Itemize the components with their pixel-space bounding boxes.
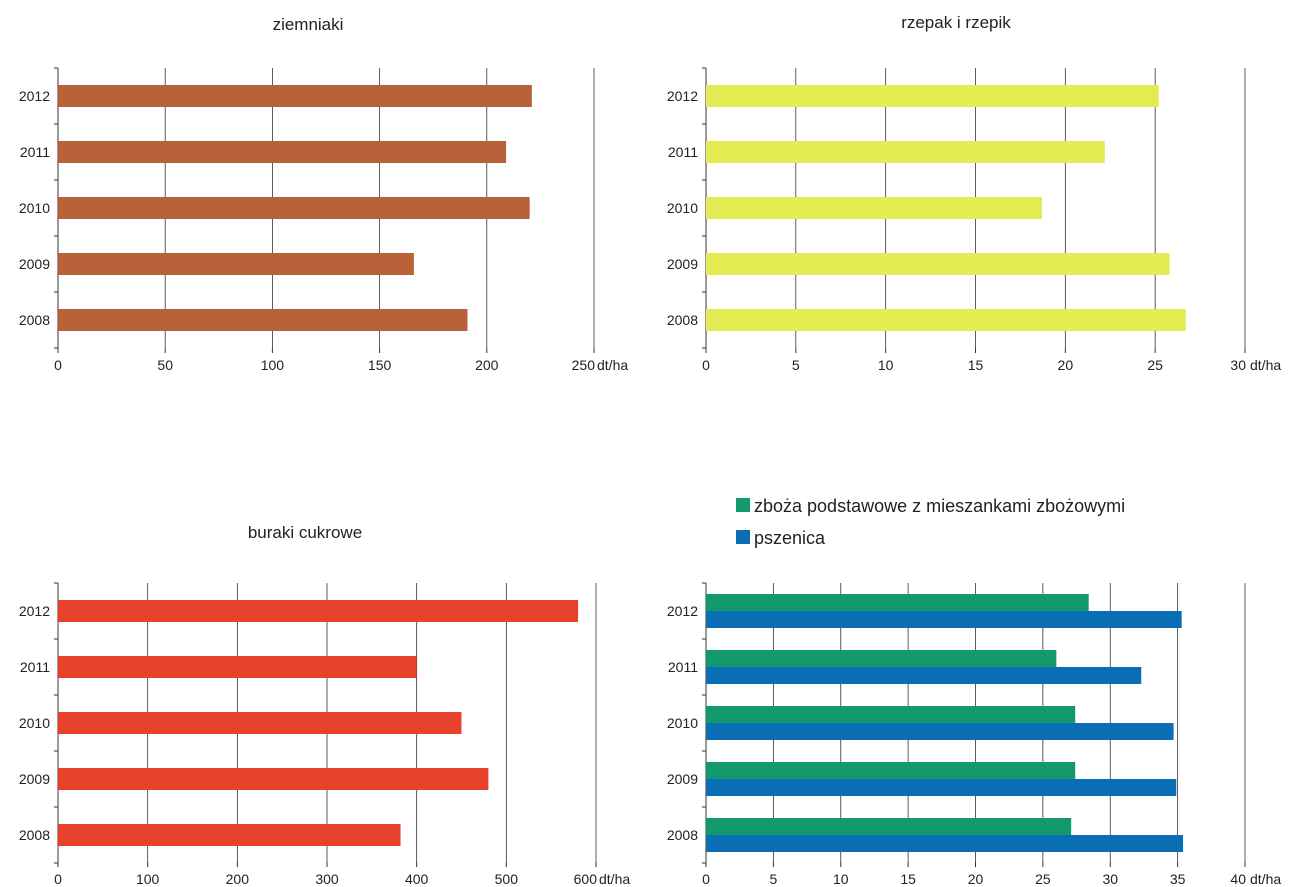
bar-2012-value: [58, 600, 579, 622]
x-tick-label: 400: [405, 871, 429, 887]
bar-2008-value: [706, 309, 1186, 331]
bar-2012-zboża: [706, 594, 1089, 611]
x-tick-label: 5: [792, 357, 800, 373]
x-unit-label: dt/ha: [1250, 357, 1281, 373]
x-tick-label: 150: [368, 357, 392, 373]
bar-2009-zboża: [706, 762, 1076, 779]
chart-title: rzepak i rzepik: [901, 13, 1011, 32]
x-tick-label: 10: [833, 871, 849, 887]
bar-2010-value: [58, 197, 530, 219]
y-tick-label: 2008: [19, 312, 50, 328]
x-tick-label: 20: [1058, 357, 1074, 373]
x-tick-label: 250: [572, 357, 596, 373]
x-tick-label: 10: [878, 357, 894, 373]
bar-2010-value: [58, 712, 462, 734]
x-tick-label: 0: [702, 871, 710, 887]
x-tick-label: 0: [54, 357, 62, 373]
x-tick-label: 15: [968, 357, 984, 373]
bar-2011-value: [58, 656, 417, 678]
x-tick-label: 100: [261, 357, 285, 373]
y-tick-label: 2010: [19, 200, 50, 216]
y-tick-label: 2011: [20, 144, 50, 160]
bar-2009-pszenica: [706, 779, 1177, 796]
x-unit-label: dt/ha: [1250, 871, 1281, 887]
y-tick-label: 2008: [667, 312, 698, 328]
x-tick-label: 35: [1170, 871, 1186, 887]
bar-2009-value: [706, 253, 1170, 275]
bar-2008-zboża: [706, 818, 1072, 835]
bar-2012-value: [706, 85, 1159, 107]
x-tick-label: 15: [900, 871, 916, 887]
y-tick-label: 2012: [667, 603, 698, 619]
y-tick-label: 2008: [19, 827, 50, 843]
legend-swatch-2: [736, 530, 750, 544]
legend-label: pszenica: [754, 528, 826, 548]
y-tick-label: 2012: [19, 603, 50, 619]
bar-2009-value: [58, 253, 414, 275]
bar-2010-zboża: [706, 706, 1076, 723]
bar-2011-zboża: [706, 650, 1057, 667]
chart-title: buraki cukrowe: [248, 523, 362, 542]
legend-label: zboża podstawowe z mieszankami zbożowymi: [754, 496, 1125, 516]
x-unit-label: dt/ha: [597, 357, 628, 373]
bar-2011-pszenica: [706, 667, 1142, 684]
y-tick-label: 2011: [668, 659, 698, 675]
y-tick-label: 2009: [19, 256, 50, 272]
x-tick-label: 25: [1147, 357, 1163, 373]
bar-2010-value: [706, 197, 1042, 219]
x-tick-label: 50: [157, 357, 173, 373]
x-tick-label: 0: [54, 871, 62, 887]
y-tick-label: 2009: [667, 256, 698, 272]
y-tick-label: 2012: [19, 88, 50, 104]
x-tick-label: 600: [574, 871, 598, 887]
legend-swatch-1: [736, 498, 750, 512]
y-tick-label: 2010: [667, 715, 698, 731]
bar-2010-pszenica: [706, 723, 1174, 740]
x-tick-label: 25: [1035, 871, 1051, 887]
x-tick-label: 0: [702, 357, 710, 373]
x-tick-label: 30: [1230, 357, 1246, 373]
y-tick-label: 2010: [667, 200, 698, 216]
x-tick-label: 30: [1102, 871, 1118, 887]
bar-2011-value: [706, 141, 1105, 163]
y-tick-label: 2011: [668, 144, 698, 160]
bar-2012-value: [58, 85, 532, 107]
y-tick-label: 2009: [19, 771, 50, 787]
x-tick-label: 100: [136, 871, 160, 887]
x-tick-label: 20: [968, 871, 984, 887]
y-tick-label: 2010: [19, 715, 50, 731]
y-tick-label: 2009: [667, 771, 698, 787]
x-unit-label: dt/ha: [599, 871, 630, 887]
y-tick-label: 2012: [667, 88, 698, 104]
x-tick-label: 200: [226, 871, 250, 887]
x-tick-label: 500: [495, 871, 519, 887]
chart-title: ziemniaki: [273, 15, 344, 34]
y-tick-label: 2008: [667, 827, 698, 843]
bar-2008-pszenica: [706, 835, 1184, 852]
x-tick-label: 5: [769, 871, 777, 887]
bar-2012-pszenica: [706, 611, 1182, 628]
bar-2011-value: [58, 141, 507, 163]
y-tick-label: 2011: [20, 659, 50, 675]
x-tick-label: 40: [1230, 871, 1246, 887]
bar-2008-value: [58, 309, 468, 331]
bar-2009-value: [58, 768, 489, 790]
x-tick-label: 200: [475, 357, 499, 373]
x-tick-label: 300: [315, 871, 339, 887]
bar-2008-value: [58, 824, 401, 846]
